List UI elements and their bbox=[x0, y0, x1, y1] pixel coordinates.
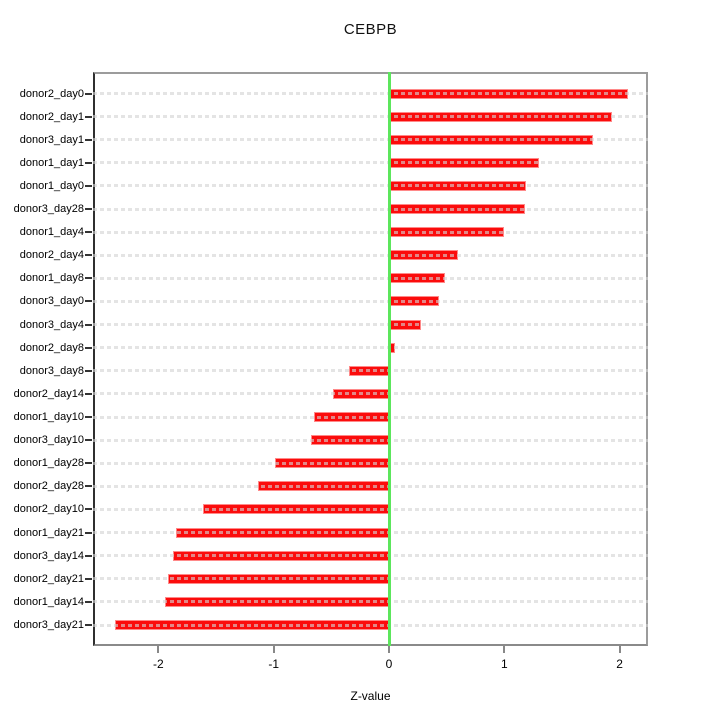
y-axis-tick bbox=[85, 161, 92, 164]
y-axis-tick bbox=[85, 369, 92, 372]
y-axis-tick bbox=[85, 346, 92, 349]
x-axis-title: Z-value bbox=[350, 689, 391, 703]
y-axis-label: donor2_day4 bbox=[19, 249, 84, 262]
y-axis-tick bbox=[85, 92, 92, 95]
y-axis-label: donor1_day21 bbox=[13, 526, 84, 539]
y-axis-label: donor3_day0 bbox=[19, 295, 84, 308]
y-axis-tick bbox=[85, 577, 92, 580]
plot-area bbox=[93, 72, 648, 646]
y-axis-tick bbox=[85, 392, 92, 395]
x-axis-tick-label: -1 bbox=[268, 657, 280, 671]
y-axis-label: donor2_day10 bbox=[13, 503, 84, 516]
y-axis-label: donor3_day1 bbox=[19, 133, 84, 146]
y-axis-tick bbox=[85, 600, 92, 603]
y-axis-tick bbox=[85, 508, 92, 511]
y-axis-label: donor1_day14 bbox=[13, 595, 84, 608]
y-axis-tick bbox=[85, 531, 92, 534]
x-axis-tick-label: 1 bbox=[500, 657, 508, 671]
y-axis-label: donor1_day1 bbox=[19, 156, 84, 169]
y-axis-label: donor2_day0 bbox=[19, 87, 84, 100]
y-axis-label: donor3_day4 bbox=[19, 318, 84, 331]
x-axis-tick bbox=[388, 646, 390, 653]
y-axis-label: donor3_day8 bbox=[19, 364, 84, 377]
y-axis-label: donor1_day28 bbox=[13, 457, 84, 470]
x-axis-tick bbox=[272, 646, 275, 653]
y-axis-tick bbox=[85, 416, 92, 419]
y-axis-tick bbox=[85, 138, 92, 141]
y-axis-tick bbox=[85, 300, 92, 303]
y-axis-tick bbox=[85, 277, 92, 280]
y-axis-label: donor1_day8 bbox=[19, 272, 84, 285]
y-axis-tick bbox=[85, 439, 92, 442]
y-axis-tick bbox=[85, 231, 92, 234]
y-axis-label: donor3_day14 bbox=[13, 549, 84, 562]
y-axis-tick bbox=[85, 485, 92, 488]
y-axis-label: donor3_day28 bbox=[13, 203, 84, 216]
y-axis-tick bbox=[85, 184, 92, 187]
y-axis-label: donor1_day0 bbox=[19, 179, 84, 192]
y-axis-tick bbox=[85, 462, 92, 465]
y-axis-label: donor2_day21 bbox=[13, 572, 84, 585]
x-axis-tick bbox=[157, 646, 160, 653]
y-axis-label: donor2_day28 bbox=[13, 480, 84, 493]
y-axis-label: donor2_day14 bbox=[13, 387, 84, 400]
y-axis-label: donor3_day21 bbox=[13, 619, 84, 632]
y-axis-tick bbox=[85, 208, 92, 211]
x-axis-tick-label: 2 bbox=[616, 657, 623, 671]
y-axis-tick bbox=[85, 554, 92, 557]
y-axis-tick bbox=[85, 115, 92, 118]
y-axis-label: donor2_day8 bbox=[19, 341, 84, 354]
y-axis-label: donor1_day4 bbox=[19, 226, 84, 239]
x-axis-tick-label: -2 bbox=[153, 657, 164, 671]
x-axis-tick-label: 0 bbox=[385, 657, 393, 671]
y-axis-tick bbox=[85, 624, 92, 627]
y-axis-tick bbox=[85, 254, 92, 257]
y-axis-label: donor3_day10 bbox=[13, 434, 84, 447]
x-axis-tick bbox=[618, 646, 621, 653]
x-axis-tick bbox=[503, 646, 506, 653]
y-axis-label: donor2_day1 bbox=[19, 110, 84, 123]
y-axis-label: donor1_day10 bbox=[13, 411, 84, 424]
chart-title: CEBPB bbox=[343, 21, 398, 38]
y-axis-tick bbox=[85, 323, 92, 326]
